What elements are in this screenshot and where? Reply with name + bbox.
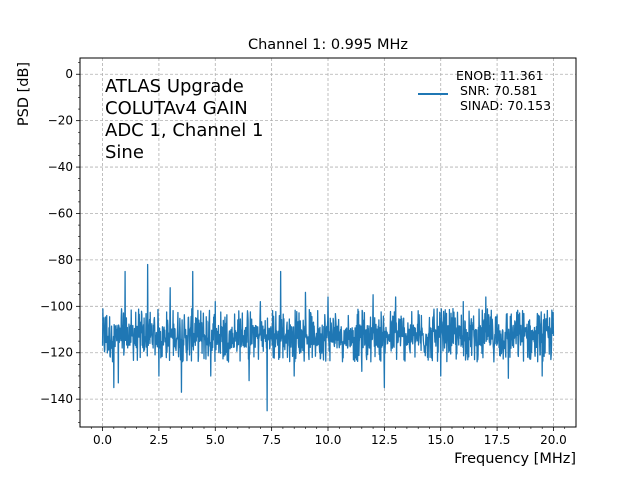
y-tick-label: −80 bbox=[48, 253, 73, 267]
annotation-line: Sine bbox=[105, 142, 144, 163]
x-tick-label: 2.5 bbox=[149, 433, 168, 447]
annotation-line: ATLAS Upgrade bbox=[105, 76, 244, 97]
x-tick-label: 10.0 bbox=[315, 433, 342, 447]
y-tick-label: −20 bbox=[48, 114, 73, 128]
y-tick-label: −120 bbox=[40, 346, 73, 360]
annotation-line: COLUTAv4 GAIN bbox=[105, 98, 248, 119]
x-axis-label: Frequency [MHz] bbox=[454, 451, 576, 467]
y-tick-label: −60 bbox=[48, 206, 73, 220]
spectrum-line bbox=[101, 263, 555, 412]
y-axis-label: PSD [dB] bbox=[16, 62, 32, 126]
x-tick-label: 12.5 bbox=[371, 433, 398, 447]
chart-title: Channel 1: 0.995 MHz bbox=[248, 37, 408, 53]
x-tick-label: 5.0 bbox=[206, 433, 225, 447]
annotation-line: ADC 1, Channel 1 bbox=[105, 120, 263, 141]
x-tick-label: 15.0 bbox=[427, 433, 454, 447]
y-tick-label: −40 bbox=[48, 160, 73, 174]
y-tick-label: −100 bbox=[40, 299, 73, 313]
x-tick-label: 7.5 bbox=[262, 433, 281, 447]
x-tick-label: 20.0 bbox=[540, 433, 567, 447]
legend-label: SNR: 70.581 bbox=[456, 83, 537, 98]
legend-label: SINAD: 70.153 bbox=[456, 98, 551, 113]
legend: ENOB: 11.361 SNR: 70.581 SINAD: 70.153 bbox=[418, 68, 551, 113]
y-tick-label: 0 bbox=[65, 67, 73, 81]
x-axis-ticks: 0.0 2.5 5.0 7.5 10.0 12.5 15.0 17.5 20.0 bbox=[90, 427, 567, 447]
y-axis-ticks: 0 −20 −40 −60 −80 −100 −120 −140 bbox=[40, 62, 80, 423]
x-tick-label: 0.0 bbox=[93, 433, 112, 447]
x-tick-label: 17.5 bbox=[484, 433, 511, 447]
series-group bbox=[101, 263, 555, 412]
legend-label: ENOB: 11.361 bbox=[456, 68, 544, 83]
y-tick-label: −140 bbox=[40, 392, 73, 406]
